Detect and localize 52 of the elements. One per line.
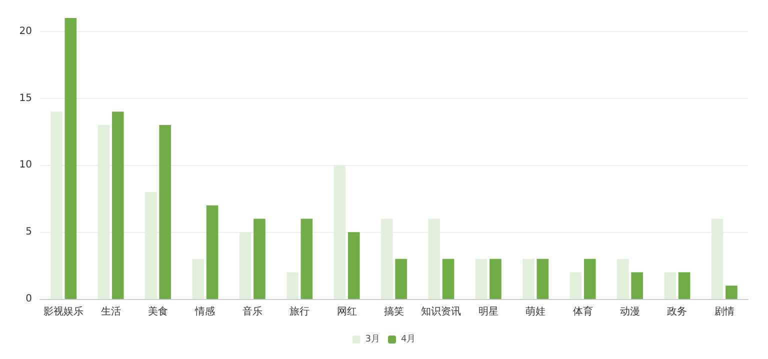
bar [570,272,582,299]
bar [50,112,62,299]
bar [490,258,502,299]
bar [98,125,110,299]
bar [254,218,266,299]
bar [206,205,218,299]
y-tick-label: 15 [19,92,32,104]
bar [381,218,393,299]
bar [395,258,407,299]
bar [428,218,440,299]
bar [711,218,724,299]
x-tick-label: 政务 [667,306,688,318]
bar [192,258,204,299]
bar [631,272,643,299]
x-tick-label: 音乐 [242,306,262,318]
bar [159,125,171,299]
bar [286,272,298,299]
y-tick-label: 20 [19,26,32,37]
y-tick-label: 0 [26,294,32,304]
bar [536,258,549,299]
x-tick-label: 知识资讯 [421,306,462,318]
bar [584,258,596,299]
x-tick-label: 剧情 [714,306,734,318]
x-tick-label: 萌娃 [526,306,546,318]
bar [442,258,454,299]
y-tick-label: 10 [19,160,32,171]
bar [726,286,738,299]
x-tick-label: 网红 [336,306,357,318]
y-tick-label: 5 [26,226,32,238]
bar [239,232,252,299]
x-tick-label: 动漫 [620,306,640,318]
bar [522,258,534,299]
bar [348,232,360,299]
bar [475,258,488,299]
bar [664,272,676,299]
legend-label: 3月 [365,334,380,344]
bar [145,192,157,299]
bar [112,112,124,299]
bar [678,272,690,299]
x-tick-label: 明星 [478,306,498,318]
bar [334,165,346,299]
x-tick-label: 搞笑 [384,306,404,318]
legend-label: 4月 [401,334,416,344]
bar [64,18,77,299]
x-tick-label: 影视娱乐 [44,306,84,318]
x-tick-label: 体育 [572,306,593,318]
x-tick-label: 美食 [148,306,168,318]
x-tick-label: 情感 [194,306,216,318]
x-tick-label: 旅行 [290,306,310,318]
bar [300,218,313,299]
x-tick-label: 生活 [100,306,121,318]
bar [617,258,629,299]
